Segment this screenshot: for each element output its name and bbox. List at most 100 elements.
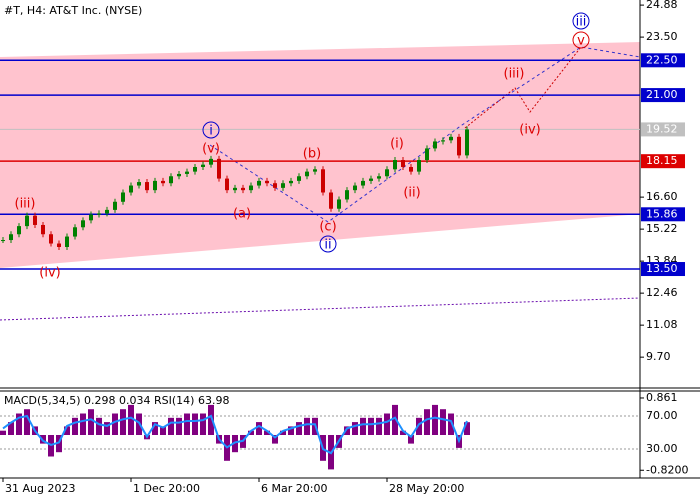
- candle: [17, 226, 21, 235]
- candle: [145, 182, 149, 191]
- candle: [393, 160, 397, 170]
- candle: [57, 243, 61, 247]
- x-tick-label: 1 Dec 20:00: [133, 482, 200, 495]
- macd-bar: [152, 422, 158, 435]
- wave-label: (a): [233, 207, 251, 222]
- candle: [425, 148, 429, 161]
- y-tick-label: 23.50: [646, 30, 678, 43]
- current-price-box: [641, 122, 685, 137]
- candle: [305, 171, 309, 177]
- y-tick-label: 12.46: [646, 286, 678, 299]
- level-label: 21.00: [646, 88, 678, 101]
- candle: [297, 176, 301, 181]
- current-price-label: 19.52: [646, 122, 678, 135]
- candle: [97, 213, 101, 215]
- level-label: 18.15: [646, 154, 678, 167]
- candle: [281, 183, 285, 188]
- candle: [41, 224, 45, 235]
- macd-bar: [304, 417, 310, 435]
- channel: [0, 42, 640, 268]
- wave-circle: [572, 31, 590, 49]
- candle: [233, 187, 237, 191]
- wave-label: (iii): [15, 197, 36, 212]
- y-tick-label: 15.22: [646, 222, 678, 235]
- macd-bar: [352, 422, 358, 435]
- macd-bar: [392, 404, 398, 435]
- x-tick-label: 28 May 20:00: [389, 482, 464, 495]
- candle: [409, 166, 413, 172]
- candle: [121, 192, 125, 202]
- wave-label: (i): [390, 137, 404, 152]
- candle: [329, 192, 333, 209]
- macd-bar: [272, 435, 278, 444]
- wave-label: v: [577, 34, 585, 49]
- macd-bar: [288, 426, 294, 435]
- candle: [113, 201, 117, 210]
- macd-bar: [56, 435, 62, 453]
- candle: [433, 141, 437, 149]
- x-tick-label: 6 Mar 20:00: [261, 482, 327, 495]
- level-box: [641, 53, 685, 68]
- chart-title: #T, H4: AT&T Inc. (NYSE): [4, 4, 142, 17]
- candle: [1, 240, 5, 242]
- macd-bar: [360, 417, 366, 435]
- y-tick-label: -0.8200: [646, 463, 688, 476]
- candle: [377, 176, 381, 179]
- candle: [401, 160, 405, 167]
- candle: [201, 164, 205, 167]
- macd-bar: [448, 413, 454, 435]
- y-tick-label: 9.70: [646, 350, 671, 363]
- y2-tick-label: 70.00: [646, 409, 678, 422]
- y-tick-label: 11.08: [646, 318, 678, 331]
- macd-bar: [112, 413, 118, 435]
- candle: [217, 158, 221, 179]
- wave-circle: [202, 121, 220, 139]
- candle: [345, 190, 349, 200]
- level-box: [641, 207, 685, 222]
- macd-bar: [88, 409, 94, 435]
- candle: [353, 185, 357, 191]
- candle: [385, 169, 389, 177]
- wave-label: (iv): [519, 123, 540, 138]
- macd-bar: [424, 409, 430, 435]
- level-label: 22.50: [646, 53, 678, 66]
- candle: [249, 185, 253, 191]
- level-label: 13.50: [646, 262, 678, 275]
- candle: [313, 169, 317, 172]
- macd-bar: [184, 413, 190, 435]
- candle: [241, 187, 245, 191]
- macd-bar: [208, 404, 214, 435]
- macd-bar: [72, 417, 78, 435]
- wave-circle: [572, 12, 590, 30]
- macd-bar: [384, 413, 390, 435]
- candle: [265, 180, 269, 184]
- candle: [185, 171, 189, 174]
- macd-bar: [400, 430, 406, 435]
- candle: [33, 215, 37, 225]
- candle: [81, 220, 85, 228]
- macd-bar: [416, 417, 422, 435]
- wave-label: (iv): [39, 266, 60, 281]
- wave-label: (v): [202, 142, 220, 157]
- candle: [177, 173, 181, 177]
- candle: [161, 180, 165, 184]
- candle: [209, 158, 213, 165]
- wave-label: (b): [303, 147, 321, 162]
- candle: [9, 234, 13, 241]
- macd-bar: [96, 417, 102, 435]
- candle: [65, 236, 69, 247]
- indicator-title: MACD(5,34,5) 0.298 0.034 RSI(14) 63.98: [4, 394, 229, 407]
- macd-bar: [368, 417, 374, 435]
- candle: [169, 176, 173, 184]
- macd-bar: [376, 417, 382, 435]
- macd-bar: [80, 413, 86, 435]
- candle: [337, 199, 341, 209]
- candle: [129, 185, 133, 193]
- macd-bar: [280, 430, 286, 435]
- level-box: [641, 154, 685, 169]
- macd-bar: [168, 417, 174, 435]
- candle: [441, 140, 445, 142]
- wave-label: (iii): [504, 67, 525, 82]
- macd-bar: [344, 426, 350, 435]
- y2-tick-label: 30.00: [646, 442, 678, 455]
